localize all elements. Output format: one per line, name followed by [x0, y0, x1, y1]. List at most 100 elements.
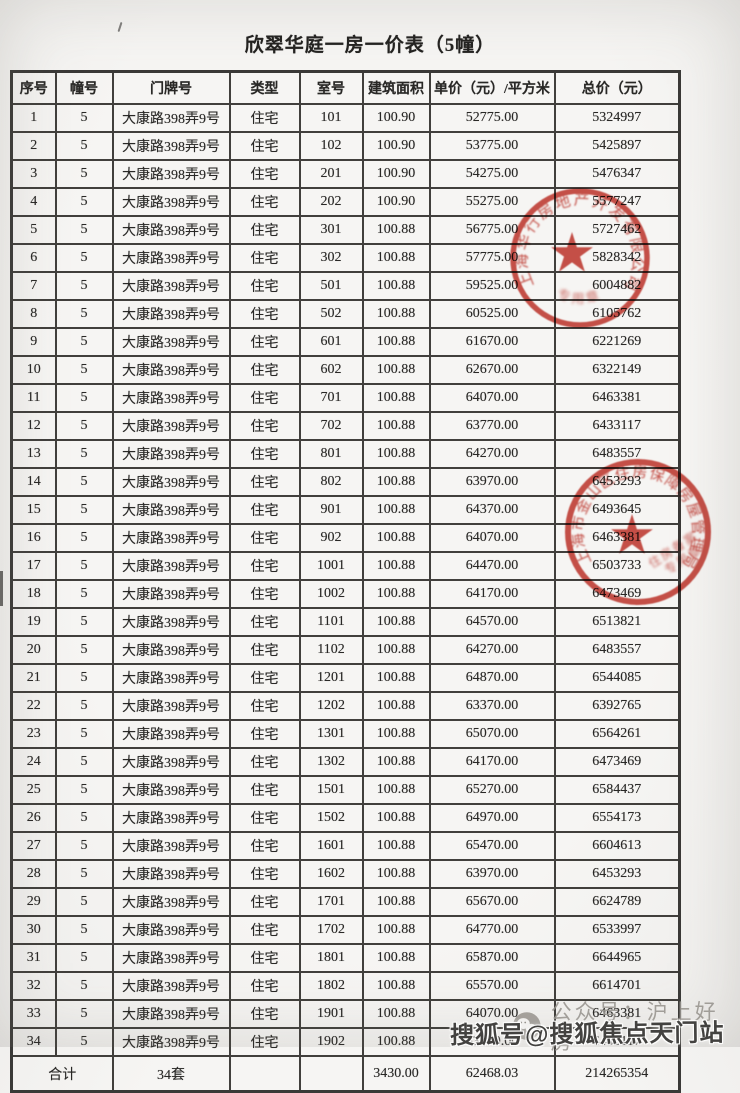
table-cell: 住宅 — [228, 383, 301, 413]
table-cell: 大康路398弄9号 — [111, 355, 231, 385]
table-cell: 大康路398弄9号 — [111, 1027, 231, 1057]
table-cell: 64470.00 — [428, 551, 556, 581]
table-cell: 住宅 — [228, 915, 301, 945]
table-cell: 5 — [54, 663, 114, 693]
table-body: 1 5 大康路398弄9号 住宅 101 100.90 52775.00 5324997 2 5 大… — [10, 103, 681, 1057]
table-cell: 住宅 — [228, 299, 301, 329]
table-cell: 100.88 — [361, 551, 431, 581]
table-cell: 6614701 — [553, 971, 681, 1001]
column-header: 室号 — [298, 70, 364, 105]
table-cell: 28 — [10, 859, 57, 889]
table-cell: 5828342 — [553, 243, 681, 273]
table-cell: 大康路398弄9号 — [111, 831, 231, 861]
column-header: 门牌号 — [111, 70, 231, 105]
table-cell: 63770.00 — [428, 411, 556, 441]
table-cell: 65570.00 — [428, 971, 556, 1001]
table-cell: 6604613 — [553, 831, 681, 861]
table-cell: 大康路398弄9号 — [111, 915, 231, 945]
table-cell: 6322149 — [553, 355, 681, 385]
table-cell: 100.88 — [361, 243, 431, 273]
total-empty-cell — [228, 1055, 301, 1093]
table-cell: 5 — [54, 327, 114, 357]
table-cell: 31 — [10, 943, 57, 973]
table-cell: 5 — [54, 355, 114, 385]
table-cell: 6644965 — [553, 943, 681, 973]
table-cell: 6513821 — [553, 607, 681, 637]
table-cell: 6533997 — [553, 915, 681, 945]
table-cell: 702 — [298, 411, 364, 441]
table-cell: 100.88 — [361, 719, 431, 749]
table-cell: 大康路398弄9号 — [111, 999, 231, 1029]
table-cell: 100.90 — [361, 131, 431, 161]
table-header: 序号 幢号 门牌号 类型 室号 建筑面积 单价（元）/平方米 总价（元） — [10, 70, 681, 105]
total-price: 214265354 — [553, 1055, 681, 1093]
table-cell: 大康路398弄9号 — [111, 103, 231, 133]
table-cell: 64070.00 — [428, 999, 556, 1029]
table-row: 12 5 大康路398弄9号 住宅 702 100.88 63770.00 6433117 — [10, 411, 681, 441]
table-cell: 1202 — [298, 691, 364, 721]
table-cell: 100.88 — [361, 271, 431, 301]
table-cell: 5476347 — [553, 159, 681, 189]
table-cell: 3 — [10, 159, 57, 189]
table-cell: 住宅 — [228, 831, 301, 861]
total-label: 合计 — [10, 1055, 114, 1093]
table-row: 17 5 大康路398弄9号 住宅 1001 100.88 64470.00 6503733 — [10, 551, 681, 581]
table-cell: 16 — [10, 523, 57, 553]
table-cell: 住宅 — [228, 355, 301, 385]
table-cell: 1602 — [298, 859, 364, 889]
table-cell: 24 — [10, 747, 57, 777]
table-cell: 6 — [10, 243, 57, 273]
table-cell: 18 — [10, 579, 57, 609]
table-cell: 5 — [54, 271, 114, 301]
table-cell: 5 — [54, 775, 114, 805]
table-cell: 29 — [10, 887, 57, 917]
table-cell: 64270.00 — [428, 439, 556, 469]
table-cell: 64870.00 — [428, 663, 556, 693]
table-cell: 30 — [10, 915, 57, 945]
column-header: 总价（元） — [553, 70, 681, 105]
table-cell: 15 — [10, 495, 57, 525]
table-cell: 5 — [54, 747, 114, 777]
table-row: 26 5 大康路398弄9号 住宅 1502 100.88 64970.00 6554173 — [10, 803, 681, 833]
table-row: 25 5 大康路398弄9号 住宅 1501 100.88 65270.00 6584437 — [10, 775, 681, 805]
table-cell: 54275.00 — [428, 159, 556, 189]
table-cell: 大康路398弄9号 — [111, 943, 231, 973]
table-row: 33 5 大康路398弄9号 住宅 1901 100.88 64070.00 6463381 — [10, 999, 681, 1029]
table-cell: 25 — [10, 775, 57, 805]
table-row: 18 5 大康路398弄9号 住宅 1002 100.88 64170.00 6473469 — [10, 579, 681, 609]
table-cell: 1502 — [298, 803, 364, 833]
table-cell: 5 — [54, 383, 114, 413]
table-cell: 大康路398弄9号 — [111, 131, 231, 161]
table-row: 6 5 大康路398弄9号 住宅 302 100.88 57775.00 5828342 — [10, 243, 681, 273]
table-cell: 100.88 — [361, 1027, 431, 1057]
table-cell: 64070.00 — [428, 523, 556, 553]
table-cell: 5 — [54, 803, 114, 833]
column-header: 幢号 — [54, 70, 114, 105]
table-cell: 住宅 — [228, 103, 301, 133]
table-cell: 802 — [298, 467, 364, 497]
table-cell: 59525.00 — [428, 271, 556, 301]
table-cell: 61670.00 — [428, 327, 556, 357]
table-cell: 100.88 — [361, 999, 431, 1029]
table-cell: 5 — [54, 523, 114, 553]
table-row: 24 5 大康路398弄9号 住宅 1302 100.88 64170.00 6473469 — [10, 747, 681, 777]
table-cell: 1201 — [298, 663, 364, 693]
table-cell: 住宅 — [228, 579, 301, 609]
table-row: 31 5 大康路398弄9号 住宅 1801 100.88 65870.00 6644965 — [10, 943, 681, 973]
table-cell: 65670.00 — [428, 887, 556, 917]
table-row: 32 5 大康路398弄9号 住宅 1802 100.88 65570.00 6614701 — [10, 971, 681, 1001]
table-cell: 64970.00 — [428, 803, 556, 833]
table-cell: 住宅 — [228, 439, 301, 469]
table-cell: 100.88 — [361, 747, 431, 777]
table-cell: 6564261 — [553, 719, 681, 749]
table-cell: 大康路398弄9号 — [111, 803, 231, 833]
table-cell: 住宅 — [228, 635, 301, 665]
table-row: 23 5 大康路398弄9号 住宅 1301 100.88 65070.00 6564261 — [10, 719, 681, 749]
table-cell: 6004882 — [553, 271, 681, 301]
table-cell: 5 — [10, 215, 57, 245]
table-cell: 住宅 — [228, 159, 301, 189]
table-cell: 26 — [10, 803, 57, 833]
table-cell: 5 — [54, 103, 114, 133]
table-cell: 大康路398弄9号 — [111, 691, 231, 721]
total-units: 34套 — [111, 1055, 231, 1093]
